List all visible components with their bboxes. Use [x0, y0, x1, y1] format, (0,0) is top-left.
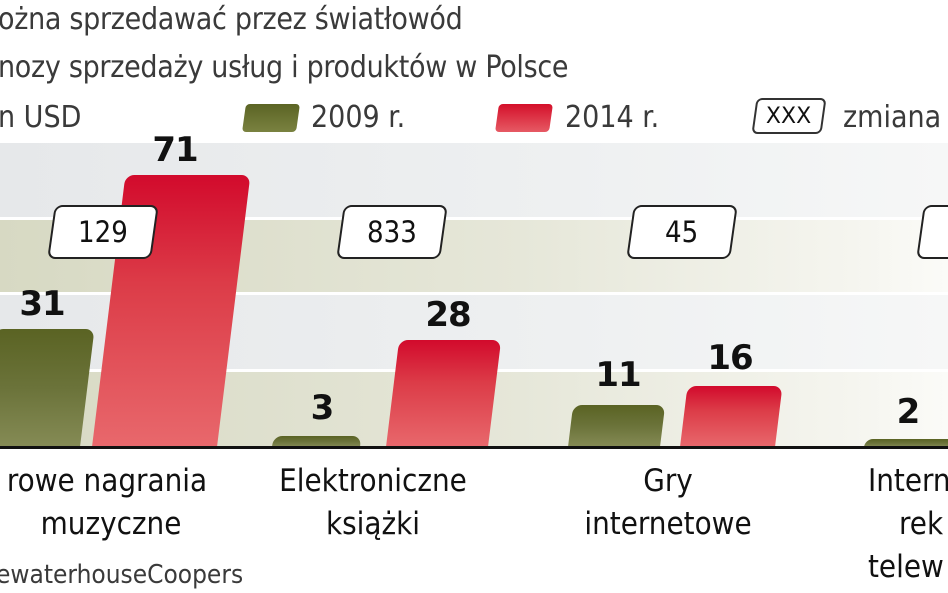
category-label-music: rowe nagrania muzyczne	[0, 460, 222, 546]
x-axis-baseline	[0, 446, 948, 449]
category-label-ebooks: Elektroniczne książki	[258, 460, 488, 546]
bar-music-2009	[0, 329, 95, 447]
value-label-games-2009: 11	[595, 355, 641, 395]
bar-ebooks-2014	[386, 340, 502, 447]
change-box-ebooks: 833	[336, 205, 448, 259]
unit-label: n USD	[0, 100, 82, 135]
bar-games-2014	[680, 386, 783, 447]
category-label-line: rowe nagrania	[6, 463, 208, 499]
category-label-line: książki	[325, 506, 421, 542]
change-value-music: 129	[78, 215, 128, 249]
legend-change-box-text: XXX	[766, 103, 812, 129]
legend-change-box: XXX	[751, 98, 827, 134]
plot-area	[0, 143, 948, 447]
category-label-tvads: Intern rek telew	[868, 460, 948, 589]
category-label-line: telew	[868, 549, 944, 585]
legend-swatch-2014	[495, 104, 553, 132]
bar-games-2009	[568, 405, 666, 447]
legend-label-2014: 2014 r.	[565, 100, 660, 135]
category-label-line: internetowe	[584, 506, 752, 542]
value-label-ebooks-2009: 3	[310, 388, 335, 428]
value-label-music-2014: 71	[152, 130, 198, 170]
value-label-tvads-2009: 2	[896, 392, 921, 432]
legend-label-2009: 2009 r.	[311, 100, 406, 135]
change-value-ebooks: 833	[367, 215, 417, 249]
value-label-music-2009: 31	[19, 284, 65, 324]
chart-title-line-2: nozy sprzedaży usług i produktów w Polsc…	[0, 50, 569, 85]
category-label-line: Elektroniczne	[279, 463, 467, 499]
value-label-games-2014: 16	[707, 338, 753, 378]
change-value-games: 45	[665, 215, 699, 249]
value-label-ebooks-2014: 28	[425, 295, 471, 335]
change-box-games: 45	[626, 205, 738, 259]
category-label-games: Gry internetowe	[553, 460, 783, 546]
chart-title-line-1: ożna sprzedawać przez światłowód	[0, 2, 463, 37]
category-label-line: Intern	[868, 463, 948, 499]
source-credit: ewaterhouseCoopers	[0, 560, 244, 590]
gridline	[0, 217, 948, 220]
legend-change-label: zmiana	[843, 100, 942, 135]
change-box-music: 129	[47, 205, 159, 259]
gridline	[0, 292, 948, 295]
category-label-line: rek	[899, 506, 944, 542]
legend-swatch-2009	[242, 104, 300, 132]
category-label-line: Gry	[643, 463, 693, 499]
category-label-line: muzyczne	[40, 506, 182, 542]
